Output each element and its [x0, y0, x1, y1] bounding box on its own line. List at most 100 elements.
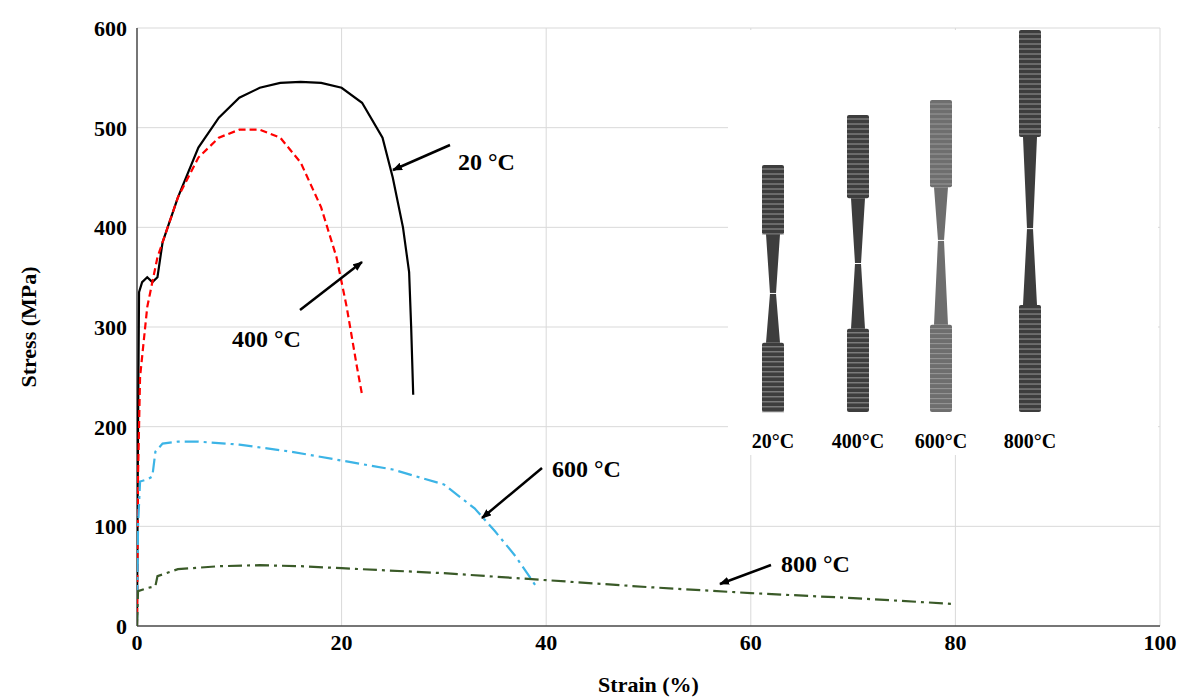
series-label: 600 °C	[552, 456, 621, 482]
thread	[847, 377, 869, 378]
thread	[1019, 49, 1041, 50]
thread	[930, 114, 952, 115]
thread	[762, 194, 784, 195]
specimen	[847, 115, 869, 412]
thread	[1019, 104, 1041, 105]
thread	[847, 169, 869, 170]
fracture	[769, 293, 777, 294]
y-tick-label: 500	[94, 116, 127, 141]
thread	[847, 154, 869, 155]
thread	[762, 209, 784, 210]
inset-label: 20°C	[752, 430, 794, 452]
x-axis	[137, 626, 1160, 627]
annotation-arrow	[393, 145, 450, 170]
thread	[1019, 314, 1041, 315]
thread	[847, 179, 869, 180]
thread	[930, 139, 952, 140]
thread	[1019, 34, 1041, 35]
thread	[930, 363, 952, 364]
thread	[762, 179, 784, 180]
thread	[847, 124, 869, 125]
thread	[1019, 324, 1041, 325]
thread	[930, 393, 952, 394]
thread	[762, 371, 784, 372]
thread	[1019, 114, 1041, 115]
y-tick-label: 200	[94, 415, 127, 440]
thread	[1019, 64, 1041, 65]
grid-line-y	[137, 526, 1160, 527]
thread	[762, 219, 784, 220]
specimen-grip	[930, 325, 952, 412]
thread	[1019, 134, 1041, 135]
inset-label: 800°C	[1004, 430, 1056, 452]
thread	[930, 184, 952, 185]
thread	[1019, 109, 1041, 110]
specimen-grip	[762, 165, 784, 234]
thread	[762, 169, 784, 170]
thread	[930, 398, 952, 399]
thread	[930, 383, 952, 384]
thread	[762, 184, 784, 185]
thread	[1019, 124, 1041, 125]
series-label: 400 °C	[232, 326, 301, 352]
thread	[1019, 374, 1041, 375]
thread	[930, 378, 952, 379]
thread	[847, 347, 869, 348]
series-group	[137, 82, 955, 626]
thread	[930, 368, 952, 369]
thread	[930, 154, 952, 155]
thread	[847, 392, 869, 393]
specimen-gauge	[934, 187, 948, 324]
thread	[1019, 334, 1041, 335]
y-tick-label: 600	[94, 16, 127, 41]
thread	[847, 184, 869, 185]
inset-bg	[728, 30, 1158, 455]
thread	[1019, 39, 1041, 40]
y-tick-label: 0	[116, 614, 127, 639]
thread	[762, 381, 784, 382]
thread	[930, 373, 952, 374]
specimen-gauge	[1023, 137, 1037, 305]
thread	[847, 144, 869, 145]
thread	[1019, 99, 1041, 100]
specimen	[930, 100, 952, 412]
thread	[847, 134, 869, 135]
thread	[1019, 129, 1041, 130]
thread	[847, 402, 869, 403]
thread	[847, 407, 869, 408]
grid-line-y	[137, 28, 1160, 29]
thread	[1019, 94, 1041, 95]
series-line	[137, 82, 413, 626]
thread	[1019, 329, 1041, 330]
specimen-grip	[847, 115, 869, 198]
thread	[762, 376, 784, 377]
thread	[847, 362, 869, 363]
thread	[847, 387, 869, 388]
specimen-grip	[847, 329, 869, 412]
y-tick-label: 100	[94, 514, 127, 539]
thread	[762, 189, 784, 190]
thread	[1019, 339, 1041, 340]
x-axis-title: Strain (%)	[598, 672, 699, 697]
thread	[762, 174, 784, 175]
thread	[930, 348, 952, 349]
x-tick-label: 80	[944, 630, 966, 655]
thread	[762, 406, 784, 407]
thread	[1019, 89, 1041, 90]
thread	[847, 367, 869, 368]
thread	[847, 397, 869, 398]
thread	[762, 204, 784, 205]
thread	[762, 346, 784, 347]
thread	[930, 124, 952, 125]
x-tick-label: 20	[331, 630, 353, 655]
thread	[847, 129, 869, 130]
annotation-arrow	[300, 262, 362, 310]
thread	[847, 332, 869, 333]
thread	[930, 109, 952, 110]
thread	[1019, 384, 1041, 385]
fracture	[1026, 228, 1034, 229]
thread	[847, 139, 869, 140]
thread	[847, 189, 869, 190]
inset: 20°C400°C600°C800°C	[728, 30, 1158, 455]
thread	[762, 229, 784, 230]
